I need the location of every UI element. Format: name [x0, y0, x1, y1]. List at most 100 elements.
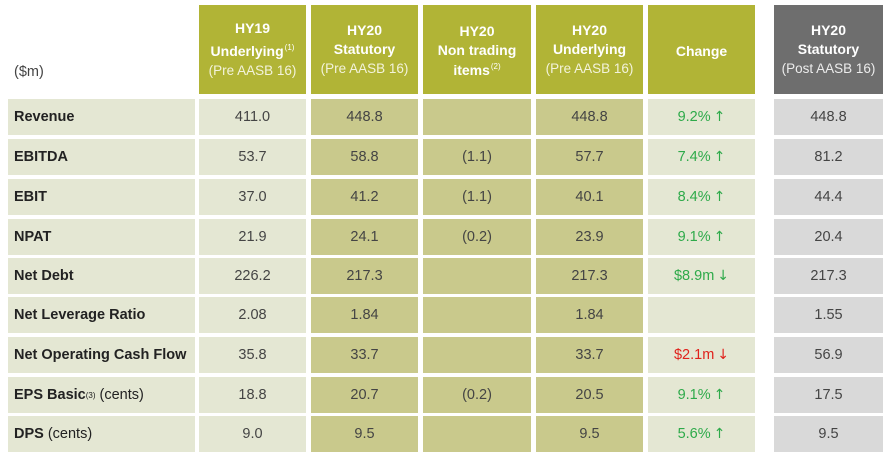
cell-hy20-underlying: 57.7 [536, 139, 643, 175]
cell-non-trading [423, 297, 531, 333]
arrow-up-icon: ↑ [713, 426, 726, 442]
unit-label: ($m) [14, 64, 44, 80]
cell-hy20-statutory-post: 1.55 [774, 297, 883, 333]
cell-change [648, 297, 755, 333]
header-change-label: Change [675, 43, 728, 59]
table-row: EPS Basic (3) (cents) 18.8 20.7 (0.2) 20.5 9.1%… [0, 377, 891, 413]
change-value: 9.2% [677, 109, 711, 125]
cell-non-trading [423, 99, 531, 135]
arrow-up-icon: ↑ [713, 387, 726, 403]
table-row: Net Leverage Ratio 2.08 1.84 1.84 1.55 [0, 297, 891, 333]
row-label: NPAT [8, 219, 195, 255]
cell-non-trading: (1.1) [423, 179, 531, 215]
header-note: (Pre AASB 16) [545, 61, 634, 76]
cell-hy20-statutory-post: 217.3 [774, 258, 883, 294]
header-hy20-statutory-post: HY20 Statutory (Post AASB 16) [774, 5, 883, 94]
cell-non-trading: (0.2) [423, 219, 531, 255]
cell-hy20-statutory-post: 448.8 [774, 99, 883, 135]
cell-hy20-statutory: 33.7 [311, 337, 418, 373]
table-row: NPAT 21.9 24.1 (0.2) 23.9 9.1% ↑ 20.4 [0, 219, 891, 255]
cell-hy20-underlying: 217.3 [536, 258, 643, 294]
header-hy20-non-trading: HY20 Non trading items(2) [423, 5, 531, 94]
cell-hy20-statutory-post: 9.5 [774, 416, 883, 452]
change-value: 7.4% [677, 149, 711, 165]
cell-hy20-underlying: 1.84 [536, 297, 643, 333]
cell-change: 8.4% ↑ [648, 179, 755, 215]
row-label: DPS (cents) [8, 416, 195, 452]
cell-hy20-statutory-post: 56.9 [774, 337, 883, 373]
cell-non-trading [423, 258, 531, 294]
cell-hy19-underlying: 411.0 [199, 99, 306, 135]
cell-hy19-underlying: 53.7 [199, 139, 306, 175]
cell-non-trading: (0.2) [423, 377, 531, 413]
arrow-up-icon: ↑ [713, 149, 726, 165]
header-basis: Statutory [333, 41, 396, 57]
table-row: Revenue 411.0 448.8 448.8 9.2% ↑ 448.8 [0, 99, 891, 135]
header-hy20-statutory: HY20 Statutory (Pre AASB 16) [311, 5, 418, 94]
arrow-up-icon: ↑ [713, 189, 726, 205]
header-note: (Pre AASB 16) [320, 61, 409, 76]
change-value: $8.9m [673, 268, 715, 284]
cell-change: 9.1% ↑ [648, 377, 755, 413]
cell-hy20-underlying: 33.7 [536, 337, 643, 373]
header-note: (Post AASB 16) [781, 61, 876, 76]
table-row: DPS (cents) 9.0 9.5 9.5 5.6% ↑ 9.5 [0, 416, 891, 452]
footnote-ref: (2) [490, 62, 501, 71]
cell-hy20-statutory: 1.84 [311, 297, 418, 333]
row-label-text: Revenue [14, 109, 75, 125]
row-label-text: EBITDA [14, 149, 68, 165]
table-row: Net Debt 226.2 217.3 217.3 $8.9m ↓ 217.3 [0, 258, 891, 294]
cell-hy19-underlying: 226.2 [199, 258, 306, 294]
row-label: EBIT [8, 179, 195, 215]
row-label-text: EPS Basic [14, 387, 86, 403]
row-label-unit: (cents) [47, 426, 93, 442]
header-period: HY20 [571, 22, 608, 38]
cell-hy19-underlying: 35.8 [199, 337, 306, 373]
row-label-text: EBIT [14, 189, 48, 205]
header-hy19-underlying: HY19 Underlying(1) (Pre AASB 16) [199, 5, 306, 94]
row-label: EPS Basic (3) (cents) [8, 377, 195, 413]
cell-hy20-statutory: 58.8 [311, 139, 418, 175]
row-label: EBITDA [8, 139, 195, 175]
row-label-text: Net Debt [14, 268, 74, 284]
header-change: Change [648, 5, 755, 94]
change-value: 8.4% [677, 189, 711, 205]
row-label: Revenue [8, 99, 195, 135]
change-value: $2.1m [673, 347, 715, 363]
row-label-text: DPS [14, 426, 44, 442]
header-basis: Underlying [552, 41, 627, 57]
row-label: Net Operating Cash Flow [8, 337, 195, 373]
change-value: 9.1% [677, 229, 711, 245]
row-label-text: NPAT [14, 229, 52, 245]
table-row: Net Operating Cash Flow 35.8 33.7 33.7 $2.1m… [0, 337, 891, 373]
cell-change: 9.2% ↑ [648, 99, 755, 135]
cell-hy20-underlying: 9.5 [536, 416, 643, 452]
cell-change: 9.1% ↑ [648, 219, 755, 255]
cell-hy20-statutory-post: 44.4 [774, 179, 883, 215]
cell-hy20-statutory: 217.3 [311, 258, 418, 294]
cell-change: $8.9m ↓ [648, 258, 755, 294]
header-basis: Underlying(1) [210, 43, 295, 59]
arrow-down-icon: ↓ [717, 268, 730, 284]
cell-hy20-statutory-post: 17.5 [774, 377, 883, 413]
cell-hy20-underlying: 40.1 [536, 179, 643, 215]
header-basis: Statutory [797, 41, 860, 57]
header-basis: Non trading [437, 42, 517, 58]
cell-hy20-underlying: 23.9 [536, 219, 643, 255]
cell-hy20-statutory: 24.1 [311, 219, 418, 255]
cell-non-trading [423, 337, 531, 373]
row-label-unit: (cents) [99, 387, 144, 403]
change-value: 5.6% [677, 426, 711, 442]
cell-hy19-underlying: 18.8 [199, 377, 306, 413]
footnote-ref: (3) [85, 390, 96, 400]
change-value: 9.1% [677, 387, 711, 403]
cell-hy20-statutory-post: 20.4 [774, 219, 883, 255]
header-period: HY20 [346, 22, 383, 38]
header-period: HY20 [459, 23, 495, 39]
cell-hy20-statutory: 448.8 [311, 99, 418, 135]
header-basis-cont: items(2) [453, 62, 501, 78]
header-hy20-underlying: HY20 Underlying (Pre AASB 16) [536, 5, 643, 94]
cell-hy20-underlying: 448.8 [536, 99, 643, 135]
cell-hy19-underlying: 37.0 [199, 179, 306, 215]
cell-hy20-statutory-post: 81.2 [774, 139, 883, 175]
